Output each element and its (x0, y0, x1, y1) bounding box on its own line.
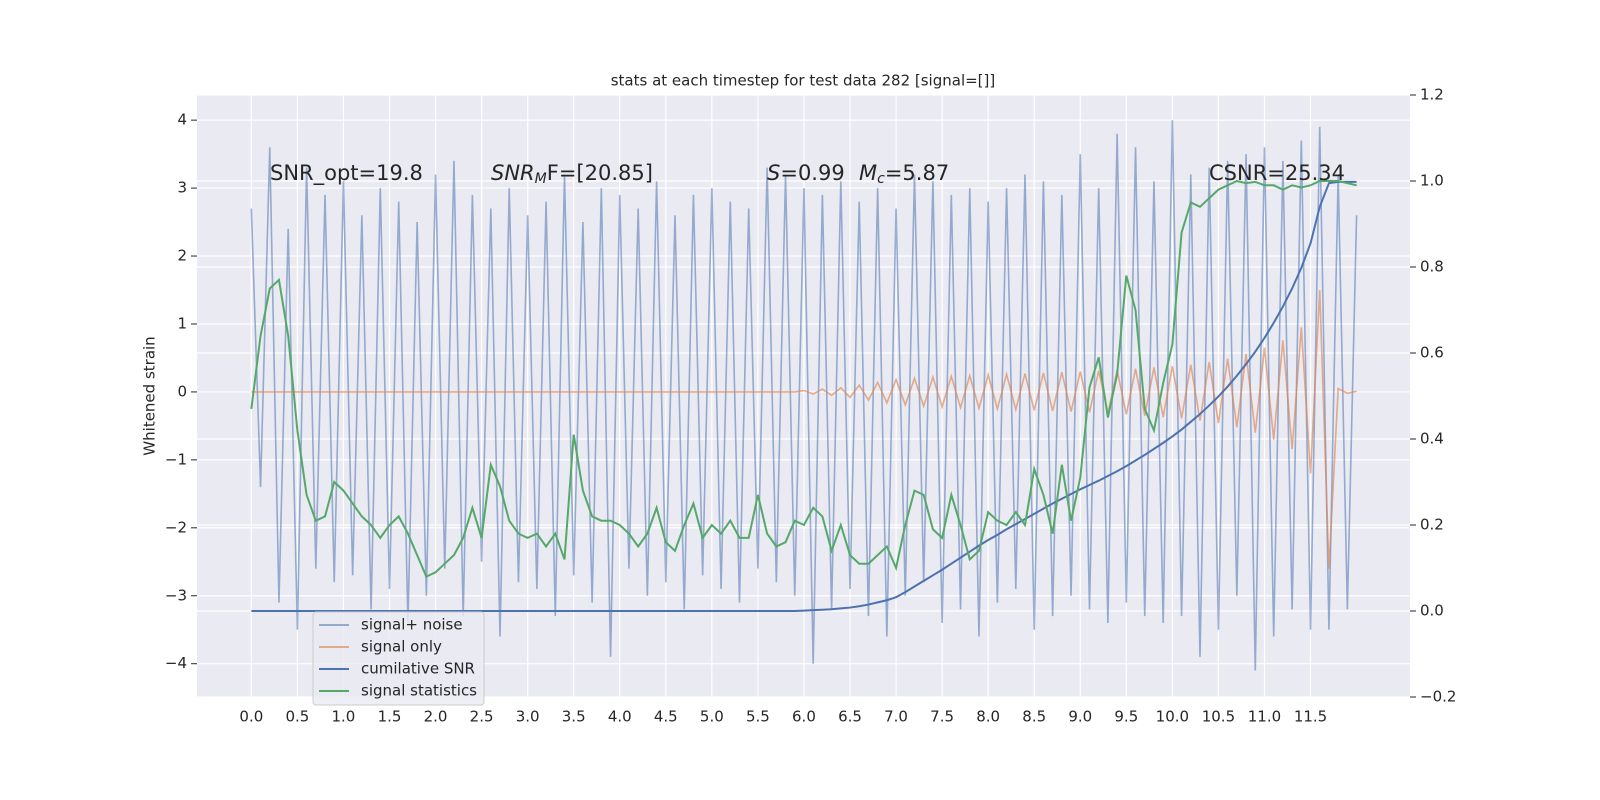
x-tick-label: 9.5 (1114, 708, 1138, 726)
x-tick-label: 5.0 (700, 708, 724, 726)
annotation-part: F=[20.85] (547, 161, 653, 185)
chart-title: stats at each timestep for test data 282… (611, 72, 996, 90)
annotation-part: =0.99 (780, 161, 844, 185)
y2-tick-label: 1.0 (1420, 172, 1444, 190)
y2-tick-label: −0.2 (1420, 688, 1456, 706)
y-tick-label: 3 (177, 179, 187, 197)
y2-tick-label: 0.2 (1420, 516, 1444, 534)
y2-tick-label: 0.4 (1420, 430, 1444, 448)
legend-label: signal statistics (361, 682, 477, 700)
x-tick-label: 6.5 (838, 708, 862, 726)
annotation-part: SNR_opt=19.8 (270, 161, 423, 186)
x-tick-label: 2.5 (470, 708, 494, 726)
y-tick-label: −3 (165, 586, 187, 604)
legend-label: cumilative SNR (361, 660, 475, 678)
x-tick-label: 11.0 (1248, 708, 1281, 726)
annotation-part: SNR (491, 161, 535, 185)
x-tick-label: 1.0 (332, 708, 356, 726)
y2-tick-label: 0.0 (1420, 602, 1444, 620)
annotation: CSNR=25.34 (1209, 161, 1345, 185)
series-line (250, 120, 1358, 671)
y2-tick-label: 0.8 (1420, 258, 1444, 276)
y-tick-label: 1 (177, 314, 187, 332)
annotation-part: S (767, 161, 780, 185)
annotation: SNRMF=[20.85] (491, 161, 653, 187)
legend-box (312, 611, 485, 706)
x-tick-label: 5.5 (746, 708, 770, 726)
y-tick-label: 4 (177, 111, 187, 129)
y-tick-label: 2 (177, 247, 187, 265)
legend-label: signal+ noise (361, 616, 463, 634)
y-tick-label: −1 (165, 450, 187, 468)
x-tick-label: 10.5 (1202, 708, 1235, 726)
x-tick-label: 10.0 (1156, 708, 1189, 726)
y-tick-label: −4 (165, 654, 187, 672)
annotation-part: CSNR=25.34 (1209, 161, 1345, 185)
x-tick-label: 9.0 (1068, 708, 1092, 726)
x-tick-label: 4.5 (654, 708, 678, 726)
x-tick-label: 1.5 (378, 708, 402, 726)
series-line (250, 179, 1357, 578)
x-tick-label: 6.0 (792, 708, 816, 726)
x-tick-label: 7.0 (884, 708, 908, 726)
annotation: Mc=5.87 (859, 161, 949, 187)
y-tick-label: −2 (165, 518, 187, 536)
x-tick-label: 11.5 (1294, 708, 1327, 726)
annotation-part: M (859, 161, 877, 185)
legend-label: signal only (361, 638, 442, 656)
x-tick-label: 7.5 (930, 708, 954, 726)
annotation-part: c (877, 171, 885, 187)
x-tick-label: 0.0 (239, 708, 263, 726)
x-tick-label: 2.0 (424, 708, 448, 726)
series-line (251, 180, 1357, 612)
x-tick-label: 3.5 (562, 708, 586, 726)
x-tick-label: 8.0 (976, 708, 1000, 726)
y-tick-label: 0 (177, 382, 187, 400)
annotation-part: M (535, 171, 547, 187)
y-axis-label: Whitened strain (141, 336, 159, 455)
x-tick-label: 8.5 (1022, 708, 1046, 726)
x-tick-label: 0.5 (285, 708, 309, 726)
annotation: S=0.99 (767, 161, 845, 185)
annotation: SNR_opt=19.8 (270, 161, 423, 186)
x-tick-label: 3.0 (516, 708, 540, 726)
y2-tick-label: 1.2 (1420, 86, 1444, 104)
series-line (251, 289, 1357, 569)
y2-tick-label: 0.6 (1420, 344, 1444, 362)
annotation-part: =5.87 (885, 161, 949, 185)
x-tick-label: 4.0 (608, 708, 632, 726)
